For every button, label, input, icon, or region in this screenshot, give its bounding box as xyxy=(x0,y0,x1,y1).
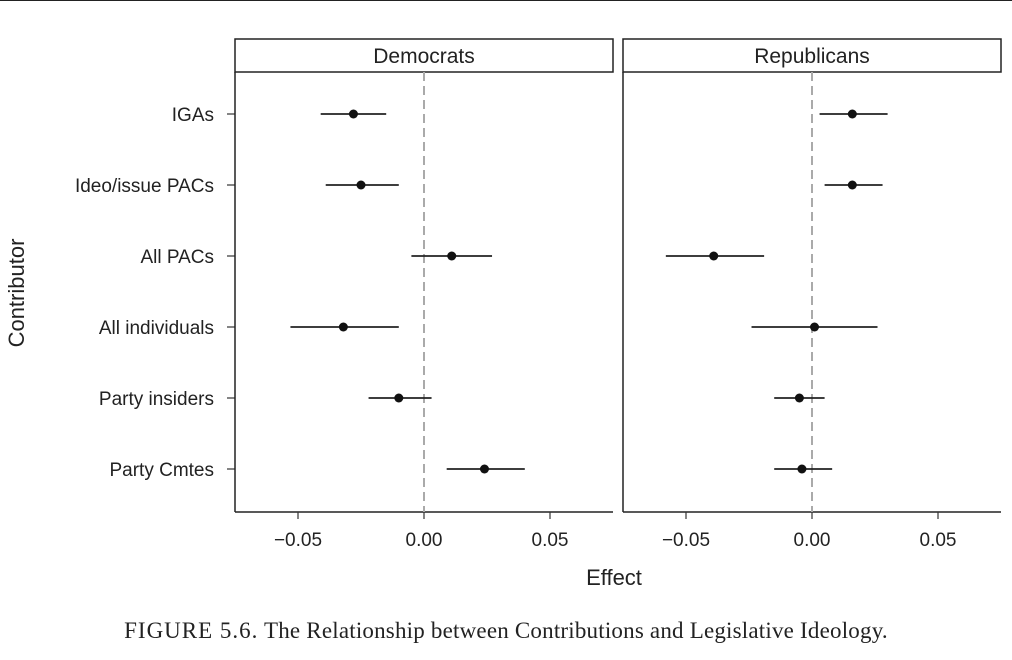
y-tick-label: IGAs xyxy=(172,105,214,126)
x-tick-label: −0.05 xyxy=(274,530,322,551)
y-tick-label: Ideo/issue PACs xyxy=(75,176,214,197)
top-rule xyxy=(0,0,1012,1)
panel-strip-label: Democrats xyxy=(373,45,475,68)
figure-caption: FIGURE 5.6. The Relationship between Con… xyxy=(0,618,1012,644)
y-tick-label: All individuals xyxy=(99,318,214,339)
y-axis-title: Contributor xyxy=(4,239,29,348)
y-tick-label: Party Cmtes xyxy=(109,460,214,481)
y-tick-label: All PACs xyxy=(140,247,214,268)
point-estimate xyxy=(847,109,857,119)
coefficient-plot: IGAs Ideo/issue PACs All PACs All individua… xyxy=(4,38,1002,590)
figure-caption-text: The Relationship between Contributions a… xyxy=(258,618,888,643)
point-estimate xyxy=(447,251,457,261)
point-estimate xyxy=(810,322,820,332)
panel-strip xyxy=(622,38,1002,73)
panel-republicans: Republicans −0.05 0.00 0.05 xyxy=(622,38,1002,551)
point-estimate xyxy=(709,251,719,261)
point-estimate xyxy=(479,464,489,474)
x-tick-label: 0.05 xyxy=(920,530,957,551)
figure-number: FIGURE 5.6. xyxy=(124,618,259,643)
point-estimate xyxy=(338,322,348,332)
point-estimate xyxy=(794,393,804,403)
panel-democrats: Democrats −0.05 0.00 0.05 xyxy=(234,38,614,551)
point-estimate xyxy=(356,180,366,190)
y-tick-label: Party insiders xyxy=(99,389,214,410)
facet-panels: Democrats −0.05 0.00 0.05 Republicans −0.05 0.… xyxy=(234,38,1002,551)
x-tick-label: 0.00 xyxy=(794,530,831,551)
panel-strip-label: Republicans xyxy=(754,45,870,68)
x-tick-label: 0.00 xyxy=(406,530,443,551)
point-estimate xyxy=(797,464,807,474)
x-tick-label: 0.05 xyxy=(532,530,569,551)
y-tick-labels: IGAs Ideo/issue PACs All PACs All individua… xyxy=(75,105,235,481)
panel-strip xyxy=(234,38,614,73)
point-estimate xyxy=(394,393,404,403)
point-estimate xyxy=(847,180,857,190)
x-tick-label: −0.05 xyxy=(662,530,710,551)
x-axis-title: Effect xyxy=(586,565,642,590)
point-estimate xyxy=(348,109,358,119)
